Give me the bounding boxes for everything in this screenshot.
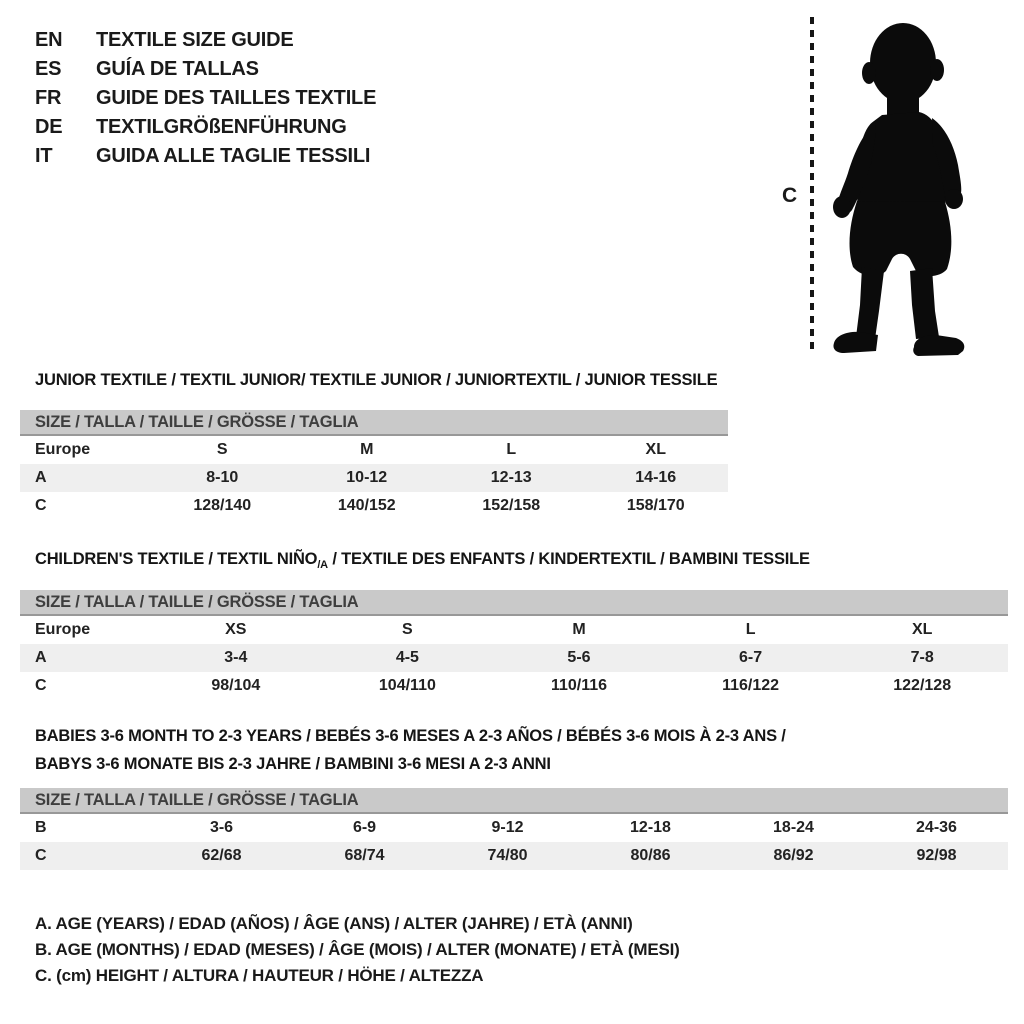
row-label: A xyxy=(35,649,47,666)
table-cell: 80/86 xyxy=(630,847,671,864)
height-measure-label: C xyxy=(782,184,798,207)
table-cell: 12-13 xyxy=(490,469,532,486)
table-cell: M xyxy=(572,621,586,638)
row-label: B xyxy=(35,819,47,836)
table-cell: 98/104 xyxy=(211,677,261,694)
table-cell: 116/122 xyxy=(722,677,780,694)
babies-section-title: BABIES 3-6 MONTH TO 2-3 YEARS / BEBÉS 3-… xyxy=(35,722,786,778)
table-cell: S xyxy=(402,621,413,638)
table-cell: 4-5 xyxy=(395,649,419,666)
junior-size-table: SIZE / TALLA / TAILLE / GRÖSSE / TAGLIA … xyxy=(20,410,728,520)
table-row: A 3-4 4-5 5-6 6-7 7-8 xyxy=(20,644,1008,672)
table-cell: 6-7 xyxy=(739,649,763,666)
table-cell: 110/116 xyxy=(550,677,608,694)
height-dotted-line xyxy=(810,17,814,355)
table-cell: 24-36 xyxy=(916,819,957,836)
table-cell: 3-4 xyxy=(224,649,248,666)
table-row: Europe XS S M L XL xyxy=(20,616,1008,644)
lang-label: TEXTILGRÖßENFÜHRUNG xyxy=(96,116,347,138)
lang-row-en: EN TEXTILE SIZE GUIDE xyxy=(35,26,376,55)
junior-section-title: JUNIOR TEXTILE / TEXTIL JUNIOR/ TEXTILE … xyxy=(35,371,718,389)
table-cell: 6-9 xyxy=(352,819,377,836)
children-title-prefix: CHILDREN'S TEXTILE / TEXTIL NIÑO xyxy=(35,550,318,568)
table-cell: 128/140 xyxy=(193,497,252,514)
table-cell: 8-10 xyxy=(206,469,239,486)
table-cell: 122/128 xyxy=(893,677,952,694)
row-label: C xyxy=(35,677,47,694)
table-header: SIZE / TALLA / TAILLE / GRÖSSE / TAGLIA xyxy=(20,788,1008,814)
lang-label: GUÍA DE TALLAS xyxy=(96,58,259,80)
table-cell: XS xyxy=(225,621,247,638)
lang-label: TEXTILE SIZE GUIDE xyxy=(96,29,294,51)
table-cell: 92/98 xyxy=(916,847,957,864)
row-label: Europe xyxy=(35,621,91,638)
table-cell: L xyxy=(506,441,517,458)
baby-silhouette-icon xyxy=(833,23,965,356)
table-cell: XL xyxy=(911,621,933,638)
table-row: Europe S M L XL xyxy=(20,436,728,464)
table-cell: 74/80 xyxy=(487,847,528,864)
legend-line-b: B. AGE (MONTHS) / EDAD (MESES) / ÂGE (MO… xyxy=(35,940,680,959)
table-header: SIZE / TALLA / TAILLE / GRÖSSE / TAGLIA xyxy=(20,590,1008,616)
legend-line-a: A. AGE (YEARS) / EDAD (AÑOS) / ÂGE (ANS)… xyxy=(35,914,633,933)
table-cell: 10-12 xyxy=(346,469,388,486)
lang-code: ES xyxy=(35,58,62,80)
lang-row-de: DE TEXTILGRÖßENFÜHRUNG xyxy=(35,113,376,142)
table-cell: 158/170 xyxy=(626,497,685,514)
babies-title-line1: BABIES 3-6 MONTH TO 2-3 YEARS / BEBÉS 3-… xyxy=(35,727,786,745)
lang-code: IT xyxy=(35,145,53,167)
table-cell: 12-18 xyxy=(630,819,671,836)
lang-code: FR xyxy=(35,87,62,109)
table-row: C 128/140 140/152 152/158 158/170 xyxy=(20,492,728,520)
table-cell: 104/110 xyxy=(378,677,436,694)
table-row: B 3-6 6-9 9-12 12-18 18-24 24-36 xyxy=(20,814,1008,842)
table-row: C 62/68 68/74 74/80 80/86 86/92 92/98 xyxy=(20,842,1008,870)
children-title-subscript: /A xyxy=(317,559,328,571)
table-cell: S xyxy=(216,441,228,458)
table-cell: XL xyxy=(645,441,666,458)
children-size-table: SIZE / TALLA / TAILLE / GRÖSSE / TAGLIA … xyxy=(20,590,1008,700)
measure-legend: A. AGE (YEARS) / EDAD (AÑOS) / ÂGE (ANS)… xyxy=(35,911,680,989)
lang-row-fr: FR GUIDE DES TAILLES TEXTILE xyxy=(35,84,376,113)
lang-code: DE xyxy=(35,116,63,138)
table-cell: L xyxy=(745,621,756,638)
table-cell: 140/152 xyxy=(337,497,396,514)
table-cell: 86/92 xyxy=(773,847,814,864)
lang-row-it: IT GUIDA ALLE TAGLIE TESSILI xyxy=(35,142,376,171)
table-cell: 3-6 xyxy=(209,819,234,836)
table-row: C 98/104 104/110 110/116 116/122 122/128 xyxy=(20,672,1008,700)
babies-size-table: SIZE / TALLA / TAILLE / GRÖSSE / TAGLIA … xyxy=(20,788,1008,870)
table-cell: 62/68 xyxy=(201,847,242,864)
children-title-suffix: / TEXTILE DES ENFANTS / KINDERTEXTIL / B… xyxy=(327,550,810,568)
row-label: Europe xyxy=(35,441,91,458)
table-cell: 7-8 xyxy=(910,649,934,666)
table-cell: 9-12 xyxy=(491,819,524,836)
row-label: C xyxy=(35,497,47,514)
row-label: A xyxy=(35,469,47,486)
table-cell: M xyxy=(360,441,374,458)
table-cell: 14-16 xyxy=(635,469,677,486)
table-cell: 68/74 xyxy=(344,847,385,864)
table-cell: 18-24 xyxy=(773,819,814,836)
table-row: A 8-10 10-12 12-13 14-16 xyxy=(20,464,728,492)
row-label: C xyxy=(35,847,47,864)
babies-title-line2: BABYS 3-6 MONATE BIS 2-3 JAHRE / BAMBINI… xyxy=(35,755,551,773)
table-cell: 5-6 xyxy=(567,649,591,666)
lang-label: GUIDA ALLE TAGLIE TESSILI xyxy=(96,145,371,167)
language-title-list: EN TEXTILE SIZE GUIDE ES GUÍA DE TALLAS … xyxy=(35,26,376,171)
legend-line-c: C. (cm) HEIGHT / ALTURA / HAUTEUR / HÖHE… xyxy=(35,966,484,985)
table-header: SIZE / TALLA / TAILLE / GRÖSSE / TAGLIA xyxy=(20,410,728,436)
lang-code: EN xyxy=(35,29,63,51)
lang-row-es: ES GUÍA DE TALLAS xyxy=(35,55,376,84)
children-section-title: CHILDREN'S TEXTILE / TEXTIL NIÑO/A / TEX… xyxy=(35,550,810,571)
baby-height-figure: C xyxy=(760,8,1010,366)
table-cell: 152/158 xyxy=(482,497,541,514)
lang-label: GUIDE DES TAILLES TEXTILE xyxy=(96,87,377,109)
